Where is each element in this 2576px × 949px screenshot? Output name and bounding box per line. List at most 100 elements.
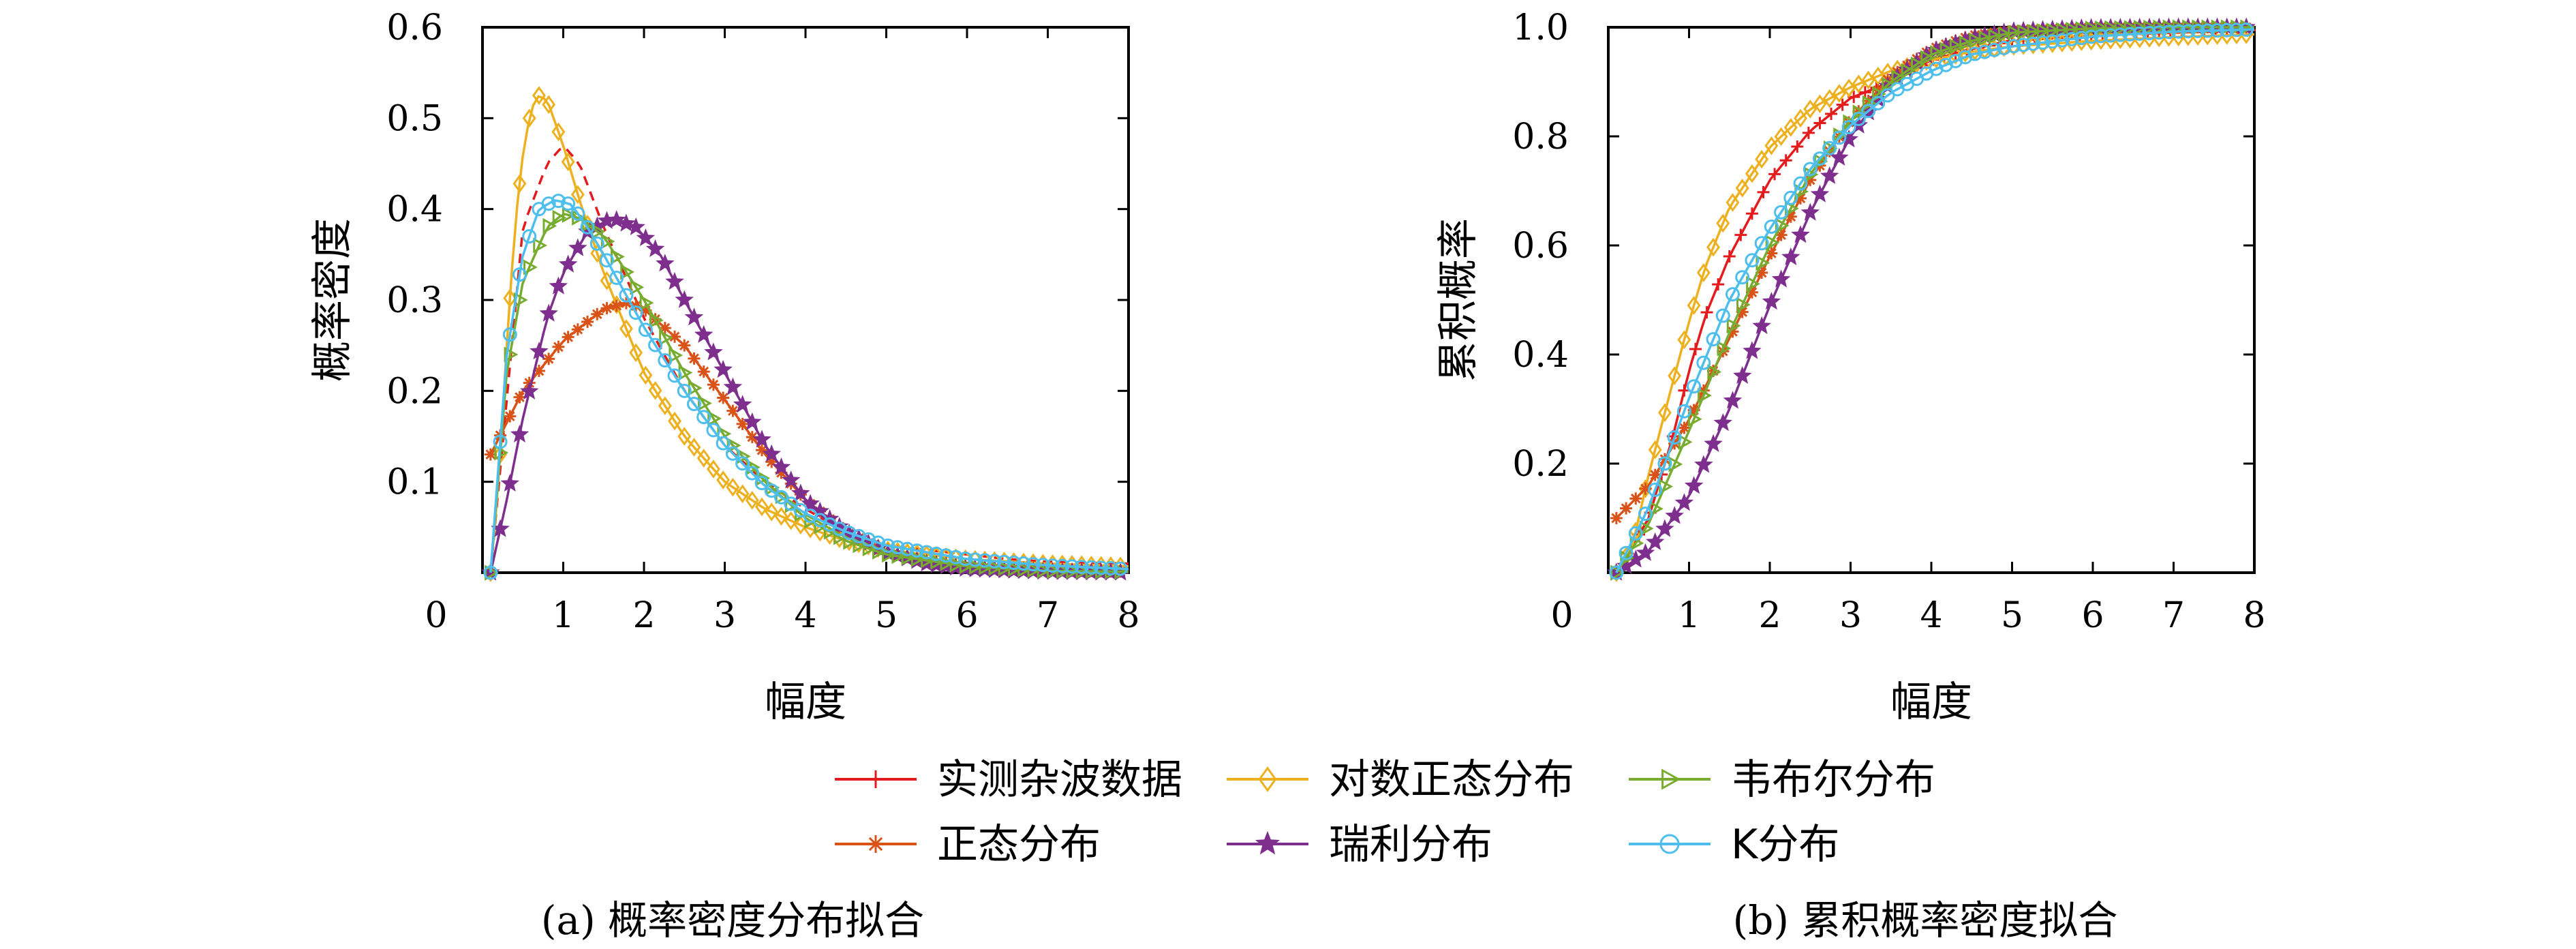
data-point bbox=[755, 497, 769, 517]
data-point bbox=[675, 290, 694, 308]
data-point bbox=[774, 507, 788, 526]
data-point bbox=[591, 307, 604, 320]
data-point bbox=[1713, 413, 1732, 432]
data-point bbox=[929, 546, 944, 561]
legend-marker bbox=[867, 835, 885, 853]
legend-marker bbox=[1661, 768, 1681, 790]
data-point bbox=[1862, 95, 1877, 111]
panel-a-pdf-chart: 0 1 2 3 4 5 6 7 8 0.1 0.2 0.3 0.4 0.5 0.6 幅度 概率密度 (a) … bbox=[309, 7, 1140, 944]
data-point bbox=[2025, 36, 2040, 51]
data-point bbox=[754, 476, 769, 491]
data-point bbox=[1655, 519, 1674, 537]
data-point bbox=[562, 331, 574, 344]
data-point bbox=[1677, 330, 1691, 350]
series-line bbox=[489, 199, 1129, 573]
data-point bbox=[1645, 532, 1665, 550]
data-point bbox=[1774, 127, 1788, 147]
data-point bbox=[504, 346, 519, 363]
data-point bbox=[1775, 217, 1790, 234]
legend-label: 韦布尔分布 bbox=[1731, 756, 1935, 804]
series-K分布 bbox=[483, 194, 1129, 580]
data-point bbox=[1684, 476, 1704, 494]
data-point bbox=[2151, 25, 2166, 40]
data-point bbox=[658, 396, 672, 416]
data-point bbox=[668, 411, 681, 431]
data-point bbox=[2171, 24, 2186, 39]
data-point bbox=[510, 424, 530, 443]
data-point bbox=[686, 397, 701, 412]
data-point bbox=[1064, 559, 1079, 574]
data-point bbox=[1008, 560, 1022, 577]
data-point bbox=[2229, 22, 2244, 37]
plot-frame-b bbox=[1607, 26, 2256, 574]
data-point bbox=[1084, 560, 1099, 575]
data-point bbox=[648, 380, 662, 400]
series-实测杂波数据 bbox=[1610, 24, 2256, 579]
data-point bbox=[1812, 151, 1827, 166]
data-point bbox=[1832, 130, 1847, 145]
series-line bbox=[489, 95, 1129, 573]
data-point bbox=[2161, 25, 2176, 40]
data-point bbox=[1094, 560, 1109, 575]
data-point bbox=[571, 323, 584, 336]
data-point bbox=[1113, 561, 1128, 576]
data-point bbox=[1791, 140, 1804, 153]
data-point bbox=[2220, 22, 2235, 37]
data-point bbox=[1687, 296, 1701, 315]
y-axis-label-a: 概率密度 bbox=[309, 218, 356, 382]
data-point bbox=[2017, 24, 2032, 40]
data-point bbox=[764, 483, 779, 498]
data-point bbox=[1745, 164, 1759, 183]
data-point bbox=[2094, 29, 2109, 44]
x-axis-label-a: 幅度 bbox=[765, 678, 846, 726]
data-point bbox=[1822, 140, 1837, 155]
legend-label: K分布 bbox=[1731, 821, 1839, 869]
data-point bbox=[1694, 455, 1713, 473]
y-tick-label: 1.0 bbox=[1512, 7, 1569, 48]
data-point bbox=[539, 303, 558, 322]
data-point bbox=[658, 322, 671, 335]
data-point bbox=[523, 259, 538, 275]
data-point bbox=[1978, 30, 1993, 46]
data-point bbox=[726, 477, 740, 497]
data-point bbox=[814, 518, 829, 534]
data-point bbox=[979, 559, 994, 575]
data-point bbox=[1745, 253, 1760, 268]
data-point bbox=[1620, 502, 1633, 515]
data-point bbox=[784, 497, 799, 513]
data-point bbox=[696, 449, 711, 468]
data-point bbox=[609, 270, 624, 285]
data-point bbox=[735, 456, 750, 471]
data-point bbox=[484, 448, 497, 461]
data-point bbox=[645, 239, 665, 258]
data-point bbox=[717, 391, 730, 404]
y-tick-label: 0.4 bbox=[386, 190, 443, 230]
data-point bbox=[562, 207, 577, 223]
series-line bbox=[1615, 29, 2255, 573]
data-point bbox=[2095, 20, 2109, 36]
data-point bbox=[1697, 384, 1710, 397]
data-point bbox=[2027, 23, 2042, 40]
series-line bbox=[489, 301, 1129, 573]
series-实测杂波数据 bbox=[489, 146, 1129, 573]
data-point bbox=[1676, 404, 1691, 419]
data-point bbox=[1847, 91, 1860, 104]
data-point bbox=[697, 365, 710, 378]
data-point bbox=[688, 352, 701, 365]
x-tick-label: 7 bbox=[1037, 595, 1059, 636]
series-line bbox=[489, 146, 1129, 573]
data-point bbox=[542, 95, 556, 115]
data-point bbox=[2143, 19, 2158, 36]
legend-item: 瑞利分布 bbox=[1227, 821, 1492, 869]
y-axis-label-b: 累积概率 bbox=[1435, 218, 1482, 382]
data-point bbox=[1842, 78, 1856, 98]
data-point bbox=[725, 446, 740, 461]
data-point bbox=[1037, 562, 1052, 579]
data-point bbox=[1698, 387, 1712, 404]
data-point bbox=[519, 381, 539, 400]
data-point bbox=[1803, 100, 1818, 119]
y-tick-label: 0.5 bbox=[386, 98, 443, 139]
data-point bbox=[706, 423, 721, 438]
data-point bbox=[1997, 40, 2012, 55]
data-point bbox=[639, 365, 653, 385]
